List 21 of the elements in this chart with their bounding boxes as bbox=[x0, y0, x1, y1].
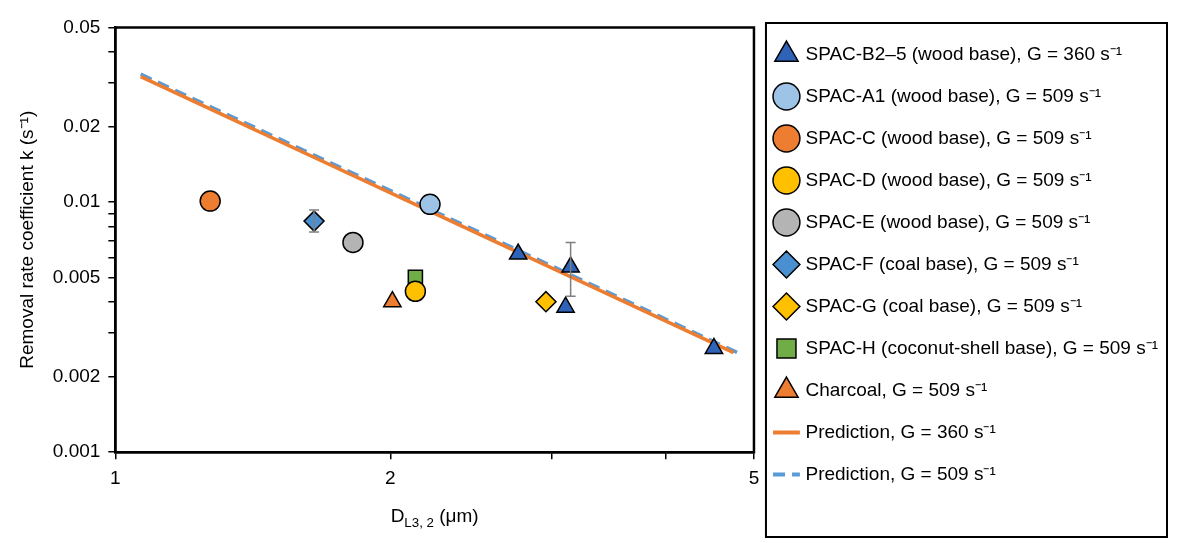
legend-label: SPAC-A1 (wood base), G = 509 s⁻¹ bbox=[805, 84, 1101, 106]
y-tick-label: 0.005 bbox=[52, 265, 101, 287]
y-tick-label: 0.002 bbox=[52, 365, 101, 387]
legend-label: SPAC-G (coal base), G = 509 s⁻¹ bbox=[805, 294, 1082, 316]
legend-label: SPAC-D (wood base), G = 509 s⁻¹ bbox=[805, 168, 1092, 190]
legend-label: Charcoal, G = 509 s⁻¹ bbox=[805, 378, 988, 400]
legend-label: SPAC-E (wood base), G = 509 s⁻¹ bbox=[805, 210, 1091, 232]
x-tick-label: 2 bbox=[385, 466, 396, 488]
y-tick-label: 0.01 bbox=[63, 190, 101, 212]
legend-label: SPAC-F (coal base), G = 509 s⁻¹ bbox=[805, 252, 1079, 274]
y-tick-label: 0.001 bbox=[52, 440, 101, 462]
y-tick-label: 0.05 bbox=[63, 15, 101, 37]
y-tick-label: 0.02 bbox=[63, 115, 101, 137]
legend-label: SPAC-H (coconut-shell base), G = 509 s⁻¹ bbox=[805, 336, 1159, 358]
x-tick-label: 5 bbox=[748, 466, 760, 488]
x-tick-label: 1 bbox=[110, 466, 121, 488]
y-axis-title: Removal rate coefficient k (s⁻¹) bbox=[15, 110, 37, 369]
legend-label: SPAC-B2–5 (wood base), G = 360 s⁻¹ bbox=[805, 42, 1123, 64]
legend-label: SPAC-C (wood base), G = 509 s⁻¹ bbox=[805, 126, 1092, 148]
legend-label: Prediction, G = 509 s⁻¹ bbox=[805, 462, 996, 484]
legend-label: Prediction, G = 360 s⁻¹ bbox=[805, 420, 996, 442]
